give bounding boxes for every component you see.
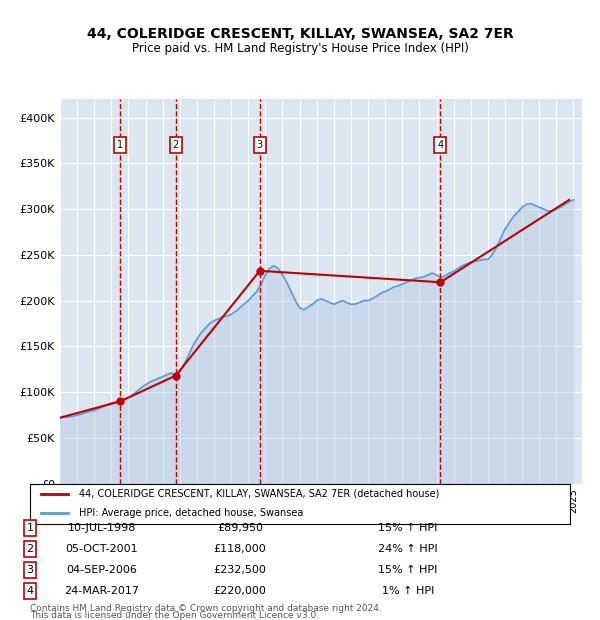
Text: 44, COLERIDGE CRESCENT, KILLAY, SWANSEA, SA2 7ER: 44, COLERIDGE CRESCENT, KILLAY, SWANSEA,… — [86, 27, 514, 41]
Text: 4: 4 — [26, 586, 34, 596]
Text: 15% ↑ HPI: 15% ↑ HPI — [379, 523, 437, 533]
Text: HPI: Average price, detached house, Swansea: HPI: Average price, detached house, Swan… — [79, 508, 303, 518]
Text: This data is licensed under the Open Government Licence v3.0.: This data is licensed under the Open Gov… — [30, 611, 319, 620]
Text: 1% ↑ HPI: 1% ↑ HPI — [382, 586, 434, 596]
Text: 04-SEP-2006: 04-SEP-2006 — [67, 565, 137, 575]
Text: £118,000: £118,000 — [214, 544, 266, 554]
Text: 44, COLERIDGE CRESCENT, KILLAY, SWANSEA, SA2 7ER (detached house): 44, COLERIDGE CRESCENT, KILLAY, SWANSEA,… — [79, 489, 439, 498]
Text: 1: 1 — [118, 140, 124, 150]
Text: 24-MAR-2017: 24-MAR-2017 — [65, 586, 139, 596]
Text: 2: 2 — [26, 544, 34, 554]
Text: £232,500: £232,500 — [214, 565, 266, 575]
Text: 15% ↑ HPI: 15% ↑ HPI — [379, 565, 437, 575]
Text: 1: 1 — [26, 523, 34, 533]
Text: 2: 2 — [173, 140, 179, 150]
Text: 05-OCT-2001: 05-OCT-2001 — [65, 544, 139, 554]
Text: £89,950: £89,950 — [217, 523, 263, 533]
Text: 24% ↑ HPI: 24% ↑ HPI — [378, 544, 438, 554]
Text: Contains HM Land Registry data © Crown copyright and database right 2024.: Contains HM Land Registry data © Crown c… — [30, 603, 382, 613]
Text: 4: 4 — [437, 140, 443, 150]
Text: 10-JUL-1998: 10-JUL-1998 — [68, 523, 136, 533]
Text: Price paid vs. HM Land Registry's House Price Index (HPI): Price paid vs. HM Land Registry's House … — [131, 42, 469, 55]
Text: 3: 3 — [257, 140, 263, 150]
Text: 3: 3 — [26, 565, 34, 575]
Text: £220,000: £220,000 — [214, 586, 266, 596]
